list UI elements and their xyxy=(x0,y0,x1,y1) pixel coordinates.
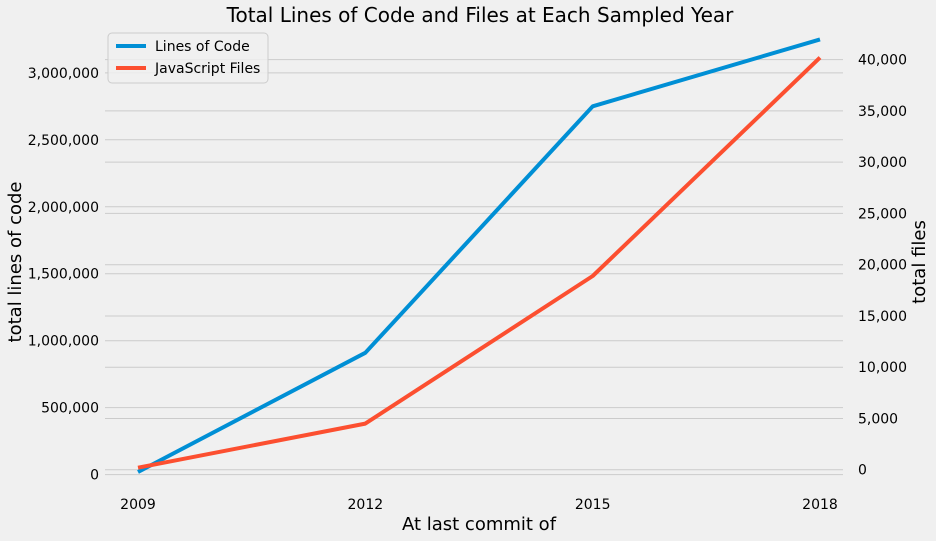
legend: Lines of Code JavaScript Files xyxy=(107,32,269,84)
y-right-tick-label: 10,000 xyxy=(858,360,907,376)
x-tick-label: 2018 xyxy=(802,497,838,513)
y-right-tick-label: 40,000 xyxy=(858,53,907,69)
y-left-axis-title: total lines of code xyxy=(5,182,26,343)
y-right-tick-label: 25,000 xyxy=(858,206,907,222)
series-line-javascript-files xyxy=(137,56,822,470)
y-right-tick-label: 15,000 xyxy=(858,309,907,325)
series-line-lines-of-code xyxy=(137,37,821,474)
y-left-tick-label: 500,000 xyxy=(41,401,99,417)
legend-box xyxy=(107,32,269,84)
x-axis-ticks: 2009 2012 2015 2018 xyxy=(120,497,838,513)
y-left-tick-label: 3,000,000 xyxy=(28,66,99,82)
right-axis-ticks: 0 5,000 10,000 15,000 20,000 25,000 30,000 35,0… xyxy=(858,53,907,479)
y-right-axis-title: total files xyxy=(909,220,930,304)
y-left-tick-label: 2,000,000 xyxy=(28,200,99,216)
grid-lines xyxy=(105,59,843,476)
chart-title: Total Lines of Code and Files at Each Sa… xyxy=(226,3,734,27)
legend-label-javascript-files: JavaScript Files xyxy=(154,61,260,77)
y-right-tick-label: 5,000 xyxy=(858,411,898,427)
y-left-tick-label: 2,500,000 xyxy=(28,133,99,149)
series-lines xyxy=(137,37,822,474)
y-right-tick-label: 0 xyxy=(858,463,867,479)
y-right-tick-label: 30,000 xyxy=(858,155,907,171)
x-tick-label: 2012 xyxy=(348,497,384,513)
y-left-tick-label: 1,500,000 xyxy=(28,267,99,283)
y-left-tick-label: 0 xyxy=(90,468,99,484)
y-right-tick-label: 35,000 xyxy=(858,104,907,120)
left-axis-ticks: 0 500,000 1,000,000 1,500,000 2,000,000 2,500… xyxy=(28,66,99,484)
x-tick-label: 2009 xyxy=(120,497,156,513)
x-tick-label: 2015 xyxy=(575,497,611,513)
x-axis-title: At last commit of xyxy=(402,514,557,535)
y-right-tick-label: 20,000 xyxy=(858,258,907,274)
legend-label-lines-of-code: Lines of Code xyxy=(155,39,250,55)
y-left-tick-label: 1,000,000 xyxy=(28,334,99,350)
